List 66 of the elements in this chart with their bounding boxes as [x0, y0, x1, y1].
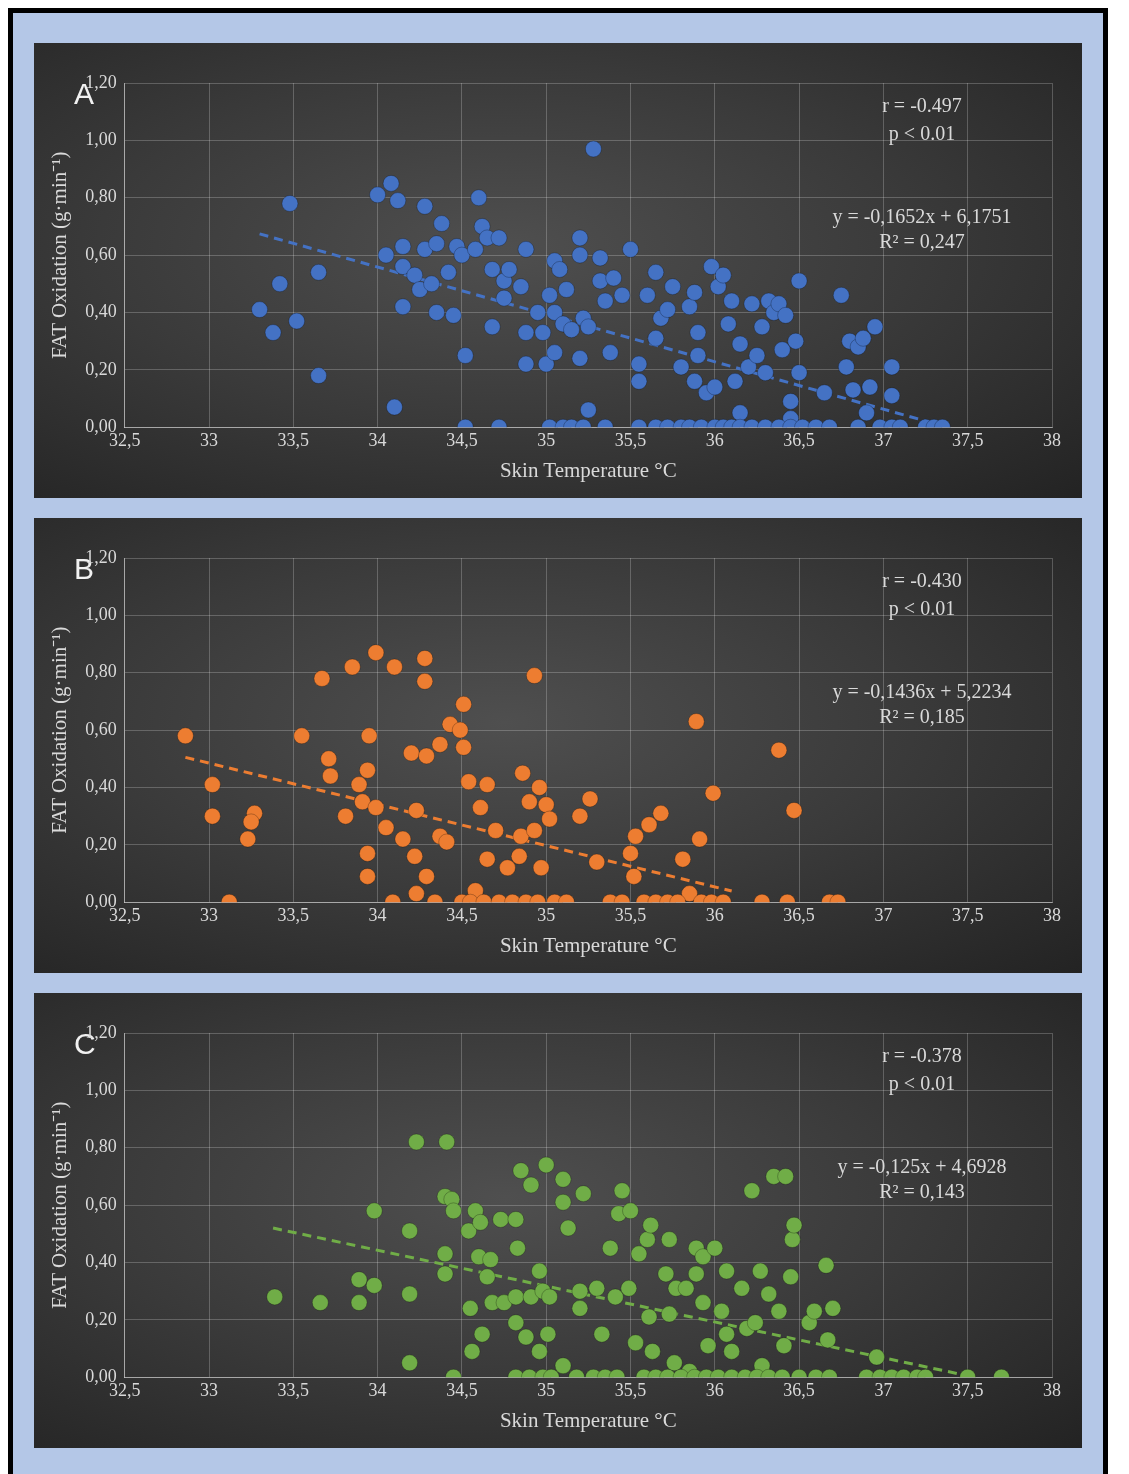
y-tick-label: 0,40 [85, 776, 117, 797]
x-tick-label: 37 [874, 904, 893, 925]
annotation: R² = 0,185 [879, 705, 965, 728]
x-axis-title: Skin Temperature °C [499, 457, 677, 482]
x-tick-label: 34 [368, 1379, 387, 1400]
y-tick-label: 1,00 [85, 604, 117, 625]
x-tick-label: 34 [368, 429, 387, 450]
y-tick-label: 0,40 [85, 301, 117, 322]
x-tick-label: 35,5 [614, 429, 647, 450]
x-tick-label: 38 [1043, 1379, 1061, 1400]
annotation: y = -0,125x + 4,6928 [837, 1155, 1007, 1179]
annotation: y = -0,1652x + 6,1751 [832, 205, 1012, 229]
x-tick-label: 34 [368, 904, 387, 925]
x-tick-label: 37,5 [951, 429, 984, 450]
y-tick-label: 1,00 [85, 129, 117, 150]
x-tick-label: 36,5 [783, 904, 815, 925]
x-tick-label: 35,5 [614, 904, 647, 925]
annotation: p < 0.01 [888, 122, 956, 146]
x-tick-label: 36 [705, 1379, 724, 1400]
y-tick-label: 0,20 [85, 1308, 117, 1329]
x-tick-label: 37,5 [951, 1379, 984, 1400]
annotation: r = -0.497 [882, 94, 962, 117]
x-tick-label: 34,5 [446, 1379, 478, 1400]
y-tick-label: 1,00 [85, 1079, 117, 1100]
y-tick-label: 0,20 [85, 358, 117, 379]
y-tick-label: 0,60 [85, 243, 117, 264]
annotation: R² = 0,247 [879, 230, 965, 253]
y-tick-label: 0,40 [85, 1251, 117, 1272]
x-tick-label: 35,5 [614, 1379, 647, 1400]
x-tick-label: 36,5 [783, 1379, 815, 1400]
annotation: r = -0.430 [882, 569, 962, 592]
y-axis-title: FAT Oxidation (g·min⁻¹) [47, 626, 72, 834]
annotation: p < 0.01 [888, 597, 956, 621]
y-tick-label: 0,80 [85, 1136, 117, 1157]
x-tick-label: 36 [705, 904, 724, 925]
x-tick-label: 33,5 [277, 904, 310, 925]
x-tick-label: 37,5 [951, 904, 984, 925]
annotation: R² = 0,143 [879, 1180, 965, 1203]
x-axis-title: Skin Temperature °C [499, 1407, 677, 1432]
x-tick-label: 33 [200, 429, 218, 450]
y-axis-title: FAT Oxidation (g·min⁻¹) [47, 1101, 72, 1309]
x-tick-label: 34,5 [446, 429, 478, 450]
y-tick-label: 0,80 [85, 186, 117, 207]
x-tick-label: 35 [537, 429, 556, 450]
y-tick-label: 0,60 [85, 1193, 117, 1214]
x-tick-label: 37 [874, 429, 893, 450]
x-tick-label: 36 [705, 429, 724, 450]
x-tick-label: 33,5 [277, 1379, 310, 1400]
x-tick-label: 33 [200, 1379, 218, 1400]
y-tick-label: 0,80 [85, 661, 117, 682]
x-tick-label: 33,5 [277, 429, 310, 450]
y-tick-label: 0,20 [85, 833, 117, 854]
annotation: y = -0,1436x + 5,2234 [832, 680, 1012, 704]
x-tick-label: 38 [1043, 904, 1061, 925]
x-tick-label: 38 [1043, 429, 1061, 450]
x-tick-label: 36,5 [783, 429, 815, 450]
annotation: p < 0.01 [888, 1072, 956, 1096]
y-axis-title: FAT Oxidation (g·min⁻¹) [47, 151, 72, 359]
annotation: r = -0.378 [882, 1044, 962, 1067]
x-tick-label: 35 [537, 904, 556, 925]
x-tick-label: 34,5 [446, 904, 478, 925]
y-tick-label: 0,60 [85, 718, 117, 739]
x-tick-label: 37 [874, 1379, 893, 1400]
x-tick-label: 35 [537, 1379, 556, 1400]
x-tick-label: 33 [200, 904, 218, 925]
x-axis-title: Skin Temperature °C [499, 932, 677, 957]
